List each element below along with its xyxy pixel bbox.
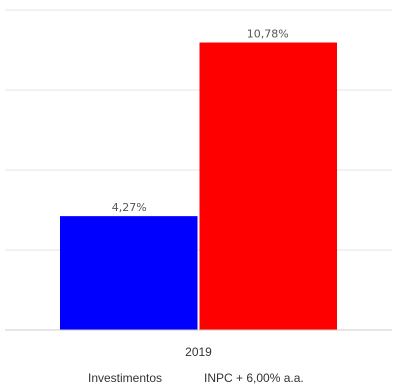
legend-item-label: Investimentos (88, 371, 162, 385)
bar-value-label: 10,78% (247, 28, 289, 41)
bar-2 (199, 42, 337, 331)
value-labels: 4,27% 10,78% (112, 28, 289, 215)
bar-value-label: 4,27% (112, 201, 147, 214)
bar-1 (60, 216, 198, 330)
legend-item-label: INPC + 6,00% a.a. (204, 371, 304, 385)
category-axis: 2019 (185, 345, 212, 359)
legend: Investimentos INPC + 6,00% a.a. (88, 371, 304, 385)
bars (60, 42, 337, 331)
category-label: 2019 (185, 345, 212, 359)
